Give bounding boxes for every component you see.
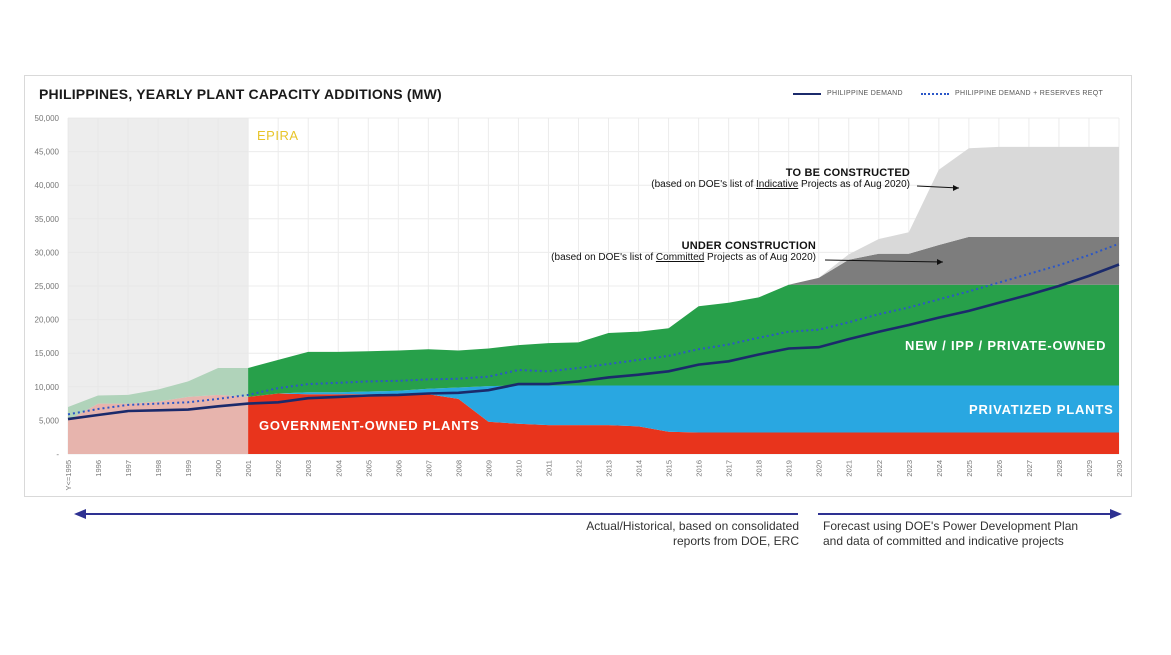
annotation-under-construction-head: UNDER CONSTRUCTION xyxy=(681,240,816,252)
area-to-be-constructed xyxy=(68,146,1119,407)
y-tick-label: 45,000 xyxy=(35,148,60,157)
caption-historical: Actual/Historical, based on consolidated… xyxy=(586,519,799,548)
x-tick-label: 2025 xyxy=(965,460,974,477)
stacked-areas xyxy=(68,146,1119,454)
line-philippine-demand-reserves-reqt xyxy=(67,242,1120,416)
x-tick-label: 2003 xyxy=(304,460,313,477)
demand-lines xyxy=(67,242,1120,421)
x-tick-label: 2027 xyxy=(1025,460,1034,477)
y-tick-label: 50,000 xyxy=(35,114,60,123)
legend-dotted-line-icon xyxy=(921,92,949,95)
x-tick-label: 2028 xyxy=(1055,460,1064,477)
annotation-to-be-constructed-sub: (based on DOE's list of Indicative Proje… xyxy=(651,179,910,190)
x-tick-label: 2016 xyxy=(695,460,704,477)
y-tick-label: 30,000 xyxy=(35,248,60,257)
legend-solid-line-icon xyxy=(793,92,821,95)
arrow-under-construction xyxy=(824,259,944,263)
legend-demand-reserves: PHILIPPINE DEMAND + RESERVES REQT xyxy=(921,90,1103,97)
timeline-arrow xyxy=(74,506,1122,522)
x-tick-label: 2014 xyxy=(635,460,644,477)
x-tick-label: 2002 xyxy=(274,460,283,477)
caption-forecast: Forecast using DOE's Power Development P… xyxy=(823,519,1079,548)
region-label-government: GOVERNMENT-OWNED PLANTS xyxy=(259,418,480,433)
x-tick-label: 2013 xyxy=(605,460,614,477)
legend-demand-label: PHILIPPINE DEMAND xyxy=(827,90,903,97)
x-tick-label: 2015 xyxy=(665,460,674,477)
y-tick-label: 20,000 xyxy=(35,316,60,325)
epira-label: EPIRA xyxy=(257,128,299,143)
x-tick-label: 2011 xyxy=(544,460,553,476)
x-tick-label: 1996 xyxy=(94,460,103,477)
x-tick-label: 1997 xyxy=(124,460,133,477)
arrow-to-be-constructed xyxy=(916,185,960,189)
region-label-new-ipp: NEW / IPP / PRIVATE-OWNED xyxy=(905,338,1107,353)
legend-demand: PHILIPPINE DEMAND xyxy=(793,90,903,97)
chart-frame: - 5,000 10,000 15,000 20,000 25,000 30,000 35,0… xyxy=(24,75,1132,497)
x-tick-label: 2021 xyxy=(845,460,854,477)
x-axis-ticks: Y<=1995 1996 1997 1998 1999 2000 2001 2002 2003 2… xyxy=(64,460,1124,490)
x-tick-label: 2026 xyxy=(995,460,1004,477)
y-tick-label: - xyxy=(56,450,59,459)
x-tick-label: 2004 xyxy=(334,460,343,477)
area-government-owned-plants xyxy=(68,393,1119,454)
x-tick-label: 2023 xyxy=(905,460,914,477)
annotation-to-be-constructed: TO BE CONSTRUCTED (based on DOE's list o… xyxy=(651,167,910,190)
x-tick-label: 2024 xyxy=(935,460,944,477)
y-tick-label: 35,000 xyxy=(35,215,60,224)
annotation-under-construction: UNDER CONSTRUCTION (based on DOE's list … xyxy=(551,240,816,263)
legend-demand-reserves-label: PHILIPPINE DEMAND + RESERVES REQT xyxy=(955,90,1104,97)
x-tick-label: 2001 xyxy=(244,460,253,477)
x-tick-label: 1999 xyxy=(184,460,193,477)
area-privatized-plants xyxy=(68,385,1119,433)
x-tick-label: 1998 xyxy=(154,460,163,477)
annotation-arrows xyxy=(824,185,960,265)
arrow-to-be-constructed-head xyxy=(953,185,959,191)
x-tick-label: 2005 xyxy=(364,460,373,477)
x-tick-label: 2000 xyxy=(214,460,223,477)
x-tick-label: 2009 xyxy=(484,460,493,477)
x-tick-label: 2010 xyxy=(514,460,523,477)
annotation-under-construction-sub: (based on DOE's list of Committed Projec… xyxy=(551,252,816,263)
x-tick-label: 2020 xyxy=(815,460,824,477)
chart-title: PHILIPPINES, YEARLY PLANT CAPACITY ADDIT… xyxy=(39,86,442,102)
x-tick-label: 2030 xyxy=(1115,460,1124,477)
x-tick-label: 2018 xyxy=(755,460,764,477)
annotation-to-be-constructed-head: TO BE CONSTRUCTED xyxy=(785,167,910,179)
y-tick-label: 25,000 xyxy=(35,282,60,291)
x-tick-label: Y<=1995 xyxy=(64,460,73,490)
x-tick-label: 2029 xyxy=(1085,460,1094,477)
y-axis-ticks: - 5,000 10,000 15,000 20,000 25,000 30,000 35,0… xyxy=(35,114,60,459)
arrow-under-construction-head xyxy=(937,259,943,265)
x-tick-label: 2022 xyxy=(875,460,884,477)
region-label-privatized: PRIVATIZED PLANTS xyxy=(969,402,1114,417)
area-new-ipp-private-owned xyxy=(68,284,1119,421)
area-under-construction xyxy=(68,236,1119,407)
x-tick-label: 2019 xyxy=(785,460,794,477)
y-tick-label: 15,000 xyxy=(35,349,60,358)
chart-plot: - 5,000 10,000 15,000 20,000 25,000 30,000 35,0… xyxy=(35,114,1124,490)
y-tick-label: 40,000 xyxy=(35,181,60,190)
y-tick-label: 5,000 xyxy=(39,416,60,425)
x-tick-label: 2012 xyxy=(574,460,583,477)
x-tick-label: 2006 xyxy=(394,460,403,477)
x-tick-label: 2017 xyxy=(725,460,734,477)
x-tick-label: 2007 xyxy=(424,460,433,477)
line-philippine-demand xyxy=(67,263,1120,421)
y-tick-label: 10,000 xyxy=(35,383,60,392)
x-tick-label: 2008 xyxy=(454,460,463,477)
